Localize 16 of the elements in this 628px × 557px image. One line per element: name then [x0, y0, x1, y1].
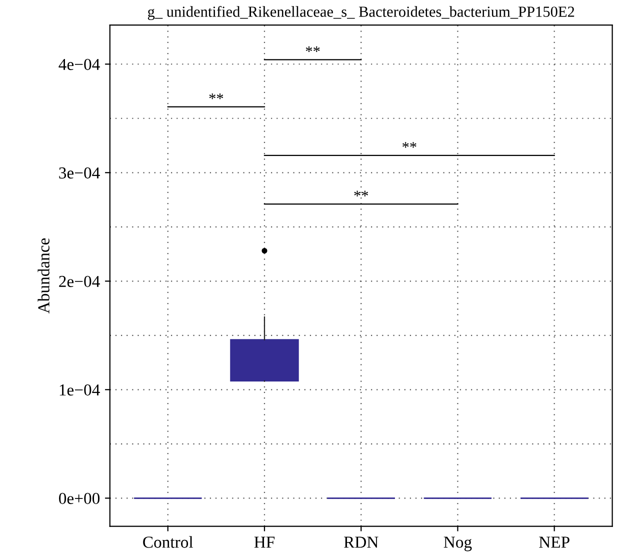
y-tick-label: 0e+00	[59, 492, 100, 504]
x-tick-label: RDN	[344, 536, 378, 548]
x-tick-label: Nog	[444, 536, 472, 552]
chart-title: g_ unidentified_Rikenellaceae_s_ Bacteroidetes_bacterium_PP150E2	[148, 6, 574, 20]
x-tick-label: Control	[143, 536, 193, 548]
y-tick-label: 1e−04	[60, 384, 100, 396]
x-tick-label: NEP	[539, 536, 570, 548]
y-tick-label: 3e−04	[59, 167, 100, 179]
annotation: **	[402, 142, 416, 148]
annotation: **	[354, 190, 368, 196]
annotation: **	[209, 94, 224, 100]
y-axis-title: Abundance	[38, 238, 50, 314]
x-tick-label: HF	[254, 536, 275, 548]
y-tick-label: 4e−04	[58, 58, 100, 70]
y-tick-label: 2e−04	[59, 276, 100, 288]
annotation: **	[306, 46, 320, 52]
